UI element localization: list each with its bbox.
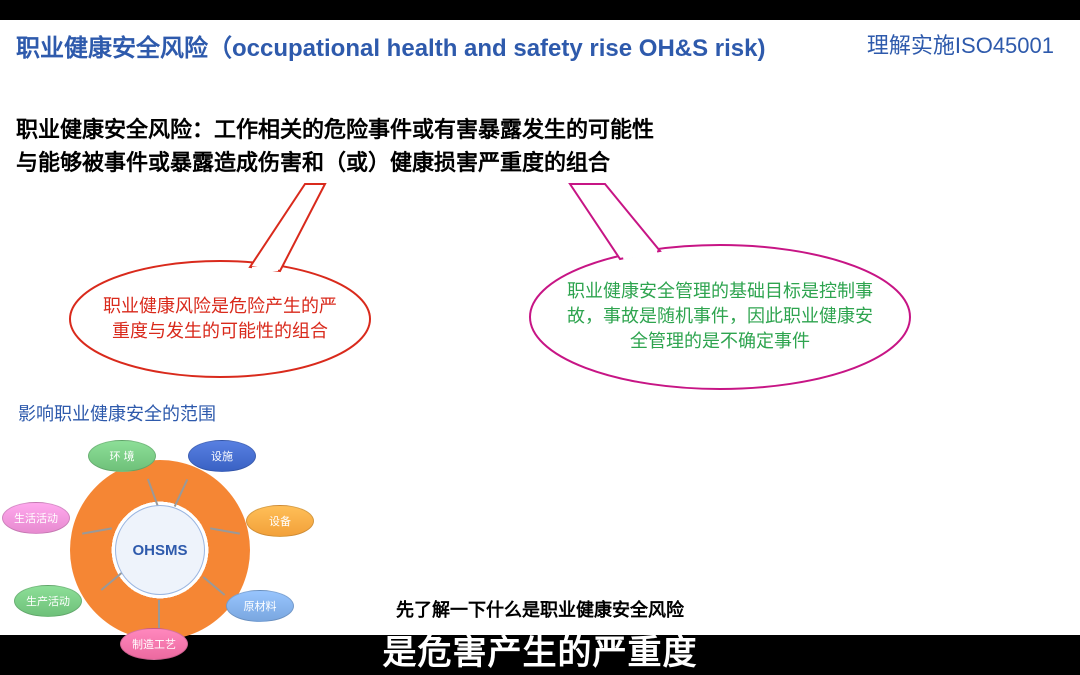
- definition-block: 职业健康安全风险：工作相关的危险事件或有害暴露发生的可能性 与能够被事件或暴露造…: [0, 63, 1080, 179]
- speech-bubble-1: 职业健康风险是危险产生的严重度与发生的可能性的组合: [70, 259, 370, 379]
- slide-subtitle: 理解实施ISO45001: [867, 28, 1064, 60]
- slide-title: 职业健康安全风险（occupational health and safety …: [16, 28, 765, 63]
- definition-line-2: 与能够被事件或暴露造成伤害和（或）健康损害严重度的组合: [16, 146, 1064, 179]
- speech-bubble-2: 职业健康安全管理的基础目标是控制事故，事故是随机事件，因此职业健康安全管理的是不…: [530, 247, 910, 387]
- diagram-petal-1: 设施: [188, 440, 256, 472]
- diagram-title: 影响职业健康安全的范围: [10, 400, 340, 426]
- bubble-1-tail: [250, 184, 325, 271]
- diagram-core: OHSMS: [115, 505, 205, 595]
- video-caption-large: 是危害产生的严重度: [0, 625, 1080, 674]
- slide-header: 职业健康安全风险（occupational health and safety …: [0, 20, 1080, 63]
- video-caption-small: 先了解一下什么是职业健康安全风险: [0, 596, 1080, 622]
- bubble-1-text: 职业健康风险是危险产生的严重度与发生的可能性的组合: [97, 294, 343, 344]
- definition-line-1: 职业健康安全风险：工作相关的危险事件或有害暴露发生的可能性: [16, 113, 1064, 146]
- diagram-petal-6: 生活活动: [2, 502, 70, 534]
- slide-body: 职业健康安全风险（occupational health and safety …: [0, 20, 1080, 635]
- bubble-2-text: 职业健康安全管理的基础目标是控制事故，事故是随机事件，因此职业健康安全管理的是不…: [564, 279, 876, 355]
- speech-bubbles-area: 职业健康风险是危险产生的严重度与发生的可能性的组合 职业健康安全管理的基础目标是…: [0, 179, 1080, 399]
- diagram-petal-0: 环 境: [88, 440, 156, 472]
- diagram-petal-2: 设备: [246, 505, 314, 537]
